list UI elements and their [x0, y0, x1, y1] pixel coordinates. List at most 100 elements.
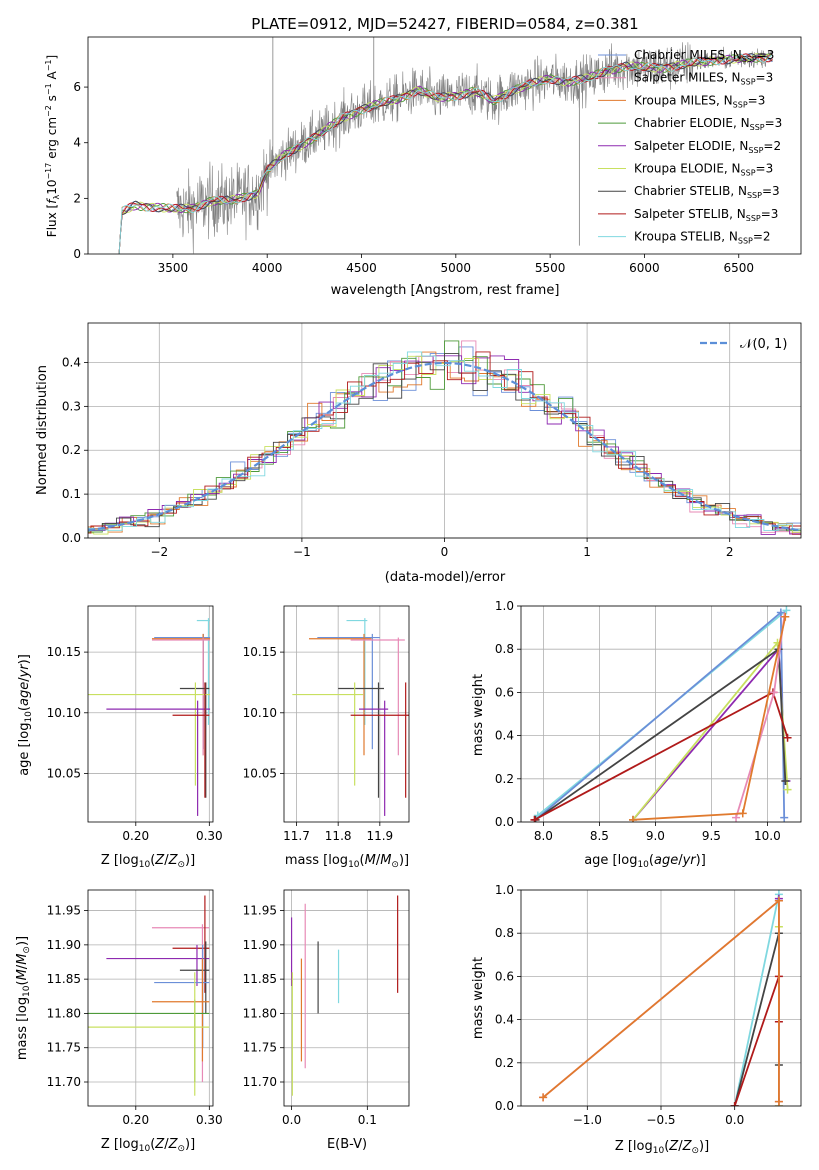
x-axis-label: Z [log10(Z/Z⊙)]	[101, 853, 195, 870]
y-tick-label: 10.15	[243, 645, 277, 659]
x-tick-label: −1	[293, 545, 311, 559]
plus-marker	[776, 608, 785, 617]
axes-frame	[283, 605, 410, 823]
y-axis-label: mass weight	[471, 674, 486, 756]
histograms	[88, 340, 801, 535]
x-tick-label: 1	[583, 545, 591, 559]
x-axis-label: wavelength [Angstrom, rest frame]	[331, 283, 560, 298]
data-spectrum	[176, 42, 773, 254]
model-line-kroupa-stelib	[118, 53, 773, 254]
y-tick-label: 0.2	[495, 772, 514, 786]
y-tick-label: 0.6	[495, 969, 514, 983]
plus-marker	[781, 612, 790, 621]
y-tick-label: 11.80	[243, 1006, 277, 1020]
plus-marker	[530, 815, 539, 822]
x-axis-label: age [log10(age/yr)]	[584, 853, 706, 870]
legend-entry: Kroupa MILES, NSSP=3	[634, 93, 765, 109]
plus-marker	[783, 733, 792, 742]
legend-entry: Chabrier ELODIE, NSSP=3	[634, 116, 782, 132]
x-axis-label: mass [log10(M/M⊙)]	[285, 853, 409, 870]
y-tick-label: 0	[73, 247, 81, 261]
x-tick-label: 9.0	[646, 829, 665, 843]
y-tick-label: 0.2	[495, 1056, 514, 1070]
x-tick-label: 0.30	[196, 829, 223, 843]
normal-curve	[88, 361, 801, 532]
y-tick-label: 11.90	[243, 938, 277, 952]
spectrum-panel: PLATE=0912, MJD=52427, FIBERID=0584, z=0…	[44, 15, 802, 298]
x-tick-label: 9.5	[702, 829, 721, 843]
plus-marker	[539, 1093, 548, 1102]
y-tick-label: 11.95	[47, 904, 81, 918]
x-axis-label: E(B-V)	[327, 1137, 367, 1152]
axes-frame	[87, 36, 802, 255]
age-vs-metallicity-panel: Z [log10(Z/Z⊙)] age [log10(age/yr)] 0.20…	[17, 605, 223, 870]
weight-vs-age-panel: age [log10(age/yr)] mass weight 8.0 8.5 9.…	[471, 599, 802, 870]
axes-frame	[87, 889, 214, 1107]
x-tick-label: 5000	[441, 261, 472, 275]
x-tick-label: 0.20	[122, 1113, 149, 1127]
x-tick-label: 8.0	[534, 829, 553, 843]
x-tick-label: 0.0	[725, 1113, 744, 1127]
axes-frame	[520, 605, 802, 823]
y-tick-label: 0.4	[495, 1013, 514, 1027]
y-tick-label: 10.10	[243, 706, 277, 720]
axes-frame	[87, 605, 214, 823]
legend-entry: Chabrier MILES, NSSP=3	[634, 48, 774, 64]
y-tick-label: 10.05	[243, 766, 277, 780]
x-tick-label: −0.5	[646, 1113, 675, 1127]
weight-vs-metallicity-panel: Z [log10(Z/Z⊙)] mass weight −1.0 −0.5 0.0 0…	[471, 883, 802, 1156]
x-tick-label: −1.0	[573, 1113, 602, 1127]
plus-marker	[781, 776, 790, 785]
x-tick-label: 4500	[346, 261, 377, 275]
x-tick-label: 11.8	[325, 829, 352, 843]
y-axis-label: age [log10(age/yr)]	[17, 654, 34, 776]
y-tick-label: 11.75	[47, 1041, 81, 1055]
plus-marker	[774, 1097, 783, 1106]
errorbars	[292, 618, 409, 816]
y-tick-label: 2	[73, 191, 81, 205]
errorbars	[88, 895, 210, 1096]
chart-title: PLATE=0912, MJD=52427, FIBERID=0584, z=0…	[251, 15, 638, 33]
y-tick-label: 11.75	[243, 1041, 277, 1055]
weight-lines	[530, 606, 792, 822]
errorbars	[290, 895, 399, 1096]
plus-marker	[780, 813, 789, 822]
y-tick-label: 11.90	[47, 938, 81, 952]
plus-marker	[774, 896, 783, 905]
legend-entry: Kroupa STELIB, NSSP=2	[634, 230, 771, 246]
y-tick-label: 11.70	[47, 1075, 81, 1089]
plus-marker	[782, 606, 791, 615]
histogram-salpeter-stelib	[88, 351, 801, 534]
mass-vs-metallicity-panel: Z [log10(Z/Z⊙)] mass [log10(M/M⊙)] 0.20 0…	[15, 889, 223, 1154]
axes-frame	[520, 889, 802, 1107]
y-tick-label: 0.0	[495, 815, 514, 829]
age-vs-mass-panel: mass [log10(M/M⊙)] 11.7 11.8 11.9 10.05 10.1…	[243, 605, 410, 870]
x-tick-label: 6500	[723, 261, 754, 275]
x-tick-label: 6000	[629, 261, 660, 275]
model-line-salpeter-stelib	[118, 53, 773, 254]
y-tick-label: 0.6	[495, 685, 514, 699]
y-tick-label: 6	[73, 80, 81, 94]
y-tick-label: 0.1	[62, 487, 81, 501]
x-tick-label: 8.5	[590, 829, 609, 843]
plus-marker	[629, 815, 637, 822]
y-tick-label: 0.3	[62, 399, 81, 413]
y-tick-label: 0.0	[495, 1099, 514, 1113]
residual-panel: (data-model)/error Normed distribution −…	[35, 322, 802, 585]
x-tick-label: 10.0	[754, 829, 781, 843]
x-tick-label: 0.20	[122, 829, 149, 843]
plus-marker	[770, 688, 779, 697]
y-tick-label: 0.2	[62, 443, 81, 457]
y-tick-label: 0.8	[495, 642, 514, 656]
plus-marker	[738, 809, 747, 818]
axes-frame	[87, 322, 802, 539]
y-tick-label: 0.0	[62, 531, 81, 545]
x-tick-label: 11.7	[283, 829, 310, 843]
x-axis-label: Z [log10(Z/Z⊙)]	[101, 1137, 195, 1154]
weight-lines	[539, 890, 783, 1106]
x-axis-label: (data-model)/error	[385, 570, 506, 585]
x-tick-label: 4000	[252, 261, 283, 275]
plus-marker	[732, 813, 741, 822]
y-tick-label: 0.8	[495, 926, 514, 940]
y-tick-label: 11.95	[243, 904, 277, 918]
